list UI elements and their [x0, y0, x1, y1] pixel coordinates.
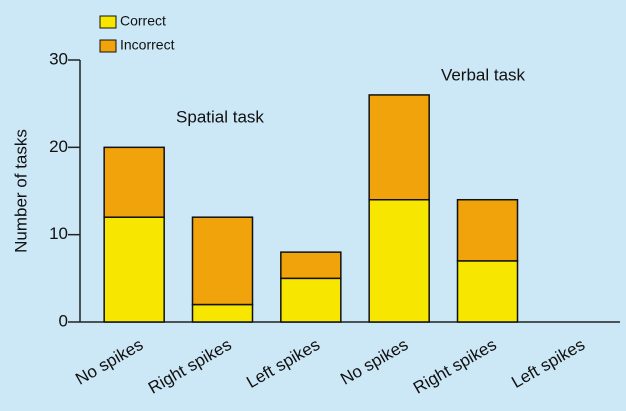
y-tick-label: 30: [49, 49, 68, 68]
legend-label: Incorrect: [120, 37, 175, 53]
y-tick-label: 10: [49, 224, 68, 243]
y-tick-label: 0: [59, 311, 68, 330]
y-axis-label: Number of tasks: [11, 129, 30, 253]
x-tick-label: Left spikes: [243, 335, 323, 392]
x-tick-label: Right spikes: [145, 335, 235, 398]
x-tick-label: No spikes: [72, 335, 146, 389]
bar-segment: [280, 251, 342, 280]
bar-segment: [456, 260, 519, 323]
bar-segment: [456, 198, 519, 262]
bar-segment: [191, 216, 254, 306]
x-tick-label: Right spikes: [410, 335, 500, 398]
legend-label: Correct: [120, 13, 166, 29]
x-tick-label: Left spikes: [508, 335, 588, 392]
y-tick-label: 20: [49, 137, 68, 156]
x-tick-label: No spikes: [337, 335, 411, 389]
bar-segment: [280, 277, 342, 323]
bar-segment: [368, 94, 430, 201]
legend-swatch: [99, 15, 117, 29]
bar-segment: [103, 216, 165, 323]
legend-swatch: [99, 39, 117, 53]
annotation: Spatial task: [176, 107, 264, 126]
bar-segment: [191, 303, 254, 323]
annotation: Verbal task: [441, 65, 526, 84]
bar-segment: [103, 146, 165, 218]
bar-segment: [368, 198, 430, 323]
